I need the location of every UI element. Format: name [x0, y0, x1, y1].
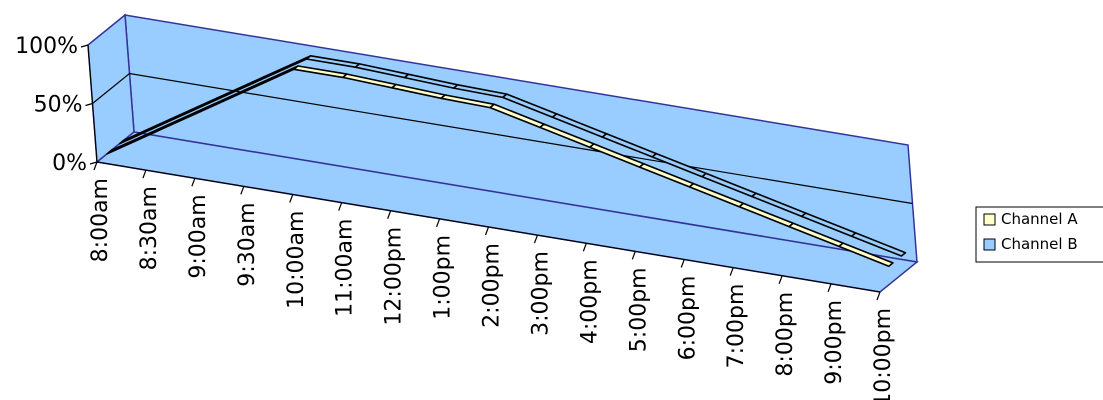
- legend-label: Channel B: [1001, 235, 1078, 253]
- y-tick-mark: [85, 102, 93, 107]
- x-tick-mark: [484, 226, 490, 236]
- legend-box: [975, 206, 1103, 263]
- series-a-segment: [838, 242, 894, 268]
- y-tick-mark: [80, 44, 89, 48]
- legend: Channel A Channel B: [975, 206, 1103, 263]
- x-tick-label: 8:30am: [137, 186, 162, 270]
- y-tick-label: 0%: [52, 151, 87, 176]
- x-axis-ticks: 8:00am 8:30am 9:00am 9:30am 10:00am 11:00am 12…: [88, 161, 896, 400]
- x-tick-mark: [191, 178, 196, 187]
- x-tick-mark: [338, 202, 343, 211]
- x-tick-mark: [387, 210, 392, 219]
- x-tick-mark: [533, 234, 538, 244]
- series-b-segment: [850, 232, 907, 257]
- y-tick-mark: [89, 161, 98, 165]
- x-tick-mark: [289, 194, 294, 203]
- x-tick-mark: [142, 169, 147, 179]
- x-tick-label: 1:00pm: [431, 235, 456, 320]
- legend-swatch: [983, 213, 996, 226]
- gridline: [92, 72, 913, 205]
- x-tick-label: 9:30am: [235, 202, 260, 286]
- series-a-ribbon: [106, 65, 894, 268]
- x-tick-mark: [631, 251, 636, 260]
- x-tick-label: 2:00pm: [480, 243, 505, 328]
- x-tick-mark: [827, 283, 832, 293]
- x-tick-mark: [876, 291, 881, 301]
- series-b-ribbon: [119, 54, 907, 257]
- x-tick-label: 4:00pm: [577, 259, 602, 344]
- x-tick-label: 6:00pm: [675, 276, 700, 361]
- x-tick-mark: [680, 259, 685, 268]
- x-tick-label: 8:00am: [88, 178, 113, 262]
- legend-label: Channel A: [1001, 210, 1078, 228]
- x-tick-mark: [93, 161, 98, 171]
- gridlines: [92, 72, 913, 205]
- x-tick-label: 5:00pm: [626, 267, 651, 352]
- x-tick-label: 9:00am: [186, 194, 211, 278]
- y-axis-ticks: 0% 50% 100%: [15, 34, 98, 176]
- x-tick-mark: [240, 186, 245, 195]
- x-tick-label: 8:00pm: [773, 292, 798, 377]
- y-tick-label: 50%: [34, 93, 83, 118]
- x-tick-mark: [582, 243, 587, 252]
- x-tick-mark: [778, 275, 783, 284]
- x-tick-label: 11:00am: [333, 219, 358, 317]
- x-tick-label: 3:00pm: [528, 251, 553, 336]
- x-tick-label: 9:00pm: [822, 300, 847, 385]
- x-tick-label: 7:00pm: [724, 284, 749, 369]
- x-tick-label: 10:00am: [284, 211, 309, 309]
- x-tick-mark: [729, 267, 734, 276]
- series-ribbons: [106, 54, 907, 268]
- legend-swatch: [983, 238, 996, 251]
- y-tick-label: 100%: [15, 34, 78, 59]
- x-tick-mark: [436, 218, 441, 228]
- x-tick-label: 10:00pm: [871, 308, 896, 400]
- x-tick-label: 12:00pm: [382, 227, 407, 326]
